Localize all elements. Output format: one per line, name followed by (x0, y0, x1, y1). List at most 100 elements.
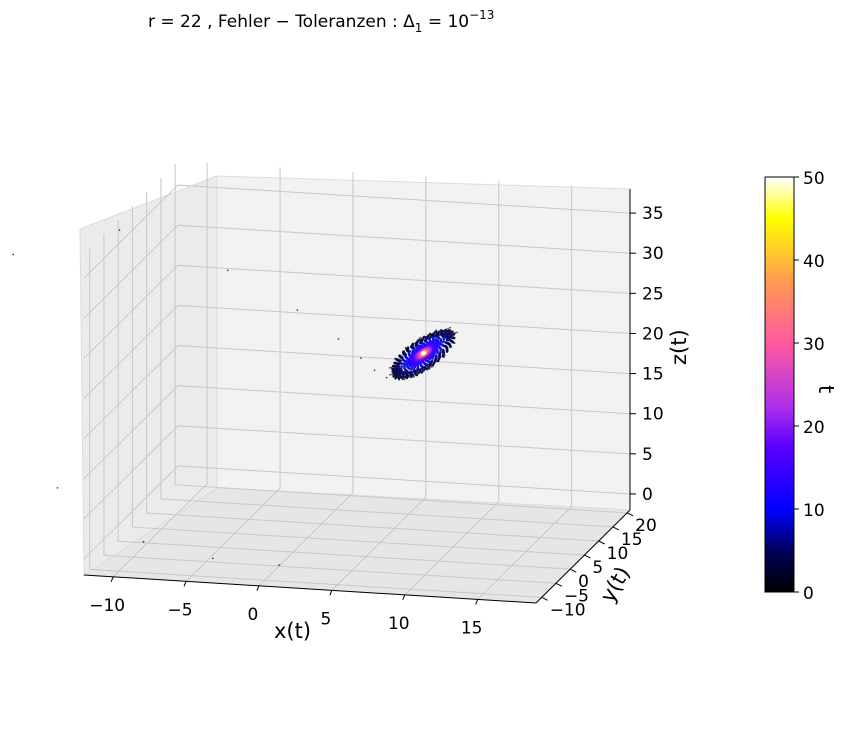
y-gridline (146, 192, 599, 542)
x-tick-mark (475, 599, 479, 605)
trajectory-point (430, 359, 434, 363)
trajectory-point (442, 337, 446, 341)
trajectory-point (449, 333, 452, 337)
y-tick-label: 10 (607, 544, 629, 564)
y-tick-mark (555, 582, 563, 587)
y-gridline (160, 177, 613, 528)
colorbar-label: t (814, 385, 838, 393)
trajectory-point (397, 364, 401, 368)
trajectory-point (410, 367, 413, 371)
x-tick-mark (183, 581, 187, 587)
x-tick-mark (329, 590, 333, 596)
x-tick-label: 0 (248, 605, 259, 625)
trajectory-point (439, 340, 443, 344)
z-tick-label: 30 (642, 244, 664, 264)
trajectory-point (403, 362, 407, 366)
z-gridline (83, 425, 631, 520)
trajectory-point (437, 342, 440, 346)
colorbar-tick-label: 0 (803, 584, 814, 604)
trajectory-point (445, 338, 449, 342)
y-tick-label: 15 (621, 530, 643, 550)
trajectory-point (405, 364, 409, 367)
y-tick-label: −5 (564, 586, 589, 606)
trajectory-point (431, 357, 434, 360)
trajectory-point (439, 350, 442, 354)
trajectory-point (409, 370, 412, 374)
colorbar: 0 10 20 30 40 50 t (764, 169, 838, 604)
z-tick-label: 10 (642, 405, 664, 425)
y-tick-mark (626, 512, 634, 517)
trajectory-points (12, 229, 458, 566)
axis-lines (83, 189, 631, 604)
z-tick-label: 35 (642, 204, 664, 224)
trajectory-point (432, 361, 436, 365)
z-gridline (83, 345, 631, 439)
y-tick-mark (569, 568, 577, 573)
y-tick-mark (612, 526, 620, 531)
y-tick-mark (598, 540, 605, 545)
trajectory-point (226, 269, 229, 272)
x-tick-label: 10 (388, 614, 410, 634)
trajectory-point (449, 331, 452, 334)
x-tick-mark (402, 594, 406, 601)
trajectory-point (430, 366, 433, 368)
trajectory-point (449, 326, 451, 329)
x-tick-label: −5 (168, 600, 193, 620)
trajectory-point (441, 348, 445, 352)
y-gridline (174, 163, 628, 514)
trajectory-point (398, 359, 402, 363)
trajectory-point (385, 376, 388, 379)
z-tick-label: 0 (642, 485, 653, 505)
y-gridline (89, 248, 542, 598)
y-gridline (103, 234, 556, 584)
z-gridline (83, 465, 631, 560)
colorbar-tick-label: 40 (803, 252, 825, 272)
trajectory-point (12, 253, 15, 256)
x-gridline (112, 162, 208, 578)
y-gridline (117, 220, 571, 570)
trajectory-point (400, 365, 403, 368)
trajectory-point (401, 362, 404, 366)
trajectory-point (360, 357, 362, 359)
trajectory-point (403, 378, 406, 381)
y-tick-label: 0 (578, 572, 589, 592)
y-tick-mark (584, 554, 591, 559)
trajectory-point (439, 338, 443, 341)
z-gridline (83, 224, 631, 319)
colorbar-tick-label: 50 (803, 169, 825, 189)
x-tick-label: 15 (461, 618, 483, 638)
trajectory-point (278, 564, 281, 566)
z-gridline (83, 385, 631, 480)
y-tick-label: −10 (550, 600, 586, 620)
colorbar-ticks: 0 10 20 30 40 50 (794, 169, 825, 604)
x-axis-label: x(t) (274, 619, 311, 643)
x-gridline (258, 171, 354, 587)
trajectory-point (211, 557, 214, 560)
z-tick-label: 20 (642, 324, 664, 344)
trajectory-point (444, 341, 448, 344)
y-tick-mark (541, 596, 548, 601)
trajectory-point (399, 361, 402, 365)
x-tick-mark (256, 585, 260, 592)
trajectory-point (296, 309, 299, 311)
trajectory-point (456, 331, 458, 334)
x-gridline (331, 176, 427, 591)
trajectory-point (435, 335, 439, 339)
y-gridline (131, 206, 585, 556)
y-tick-label: 20 (635, 516, 657, 536)
trajectory-point (389, 374, 391, 376)
x-gridline (404, 180, 500, 596)
trajectory-point (408, 350, 411, 353)
trajectory-point (434, 354, 438, 358)
x-tick-mark (110, 576, 114, 582)
trajectory-point (402, 370, 406, 374)
colorbar-gradient (764, 176, 795, 593)
trajectory-point (400, 370, 404, 373)
trajectory-point (412, 347, 416, 350)
y-axis-line (535, 509, 631, 604)
x-axis-line (83, 574, 537, 604)
trajectory-point (399, 367, 403, 371)
trajectory-point (56, 487, 59, 489)
